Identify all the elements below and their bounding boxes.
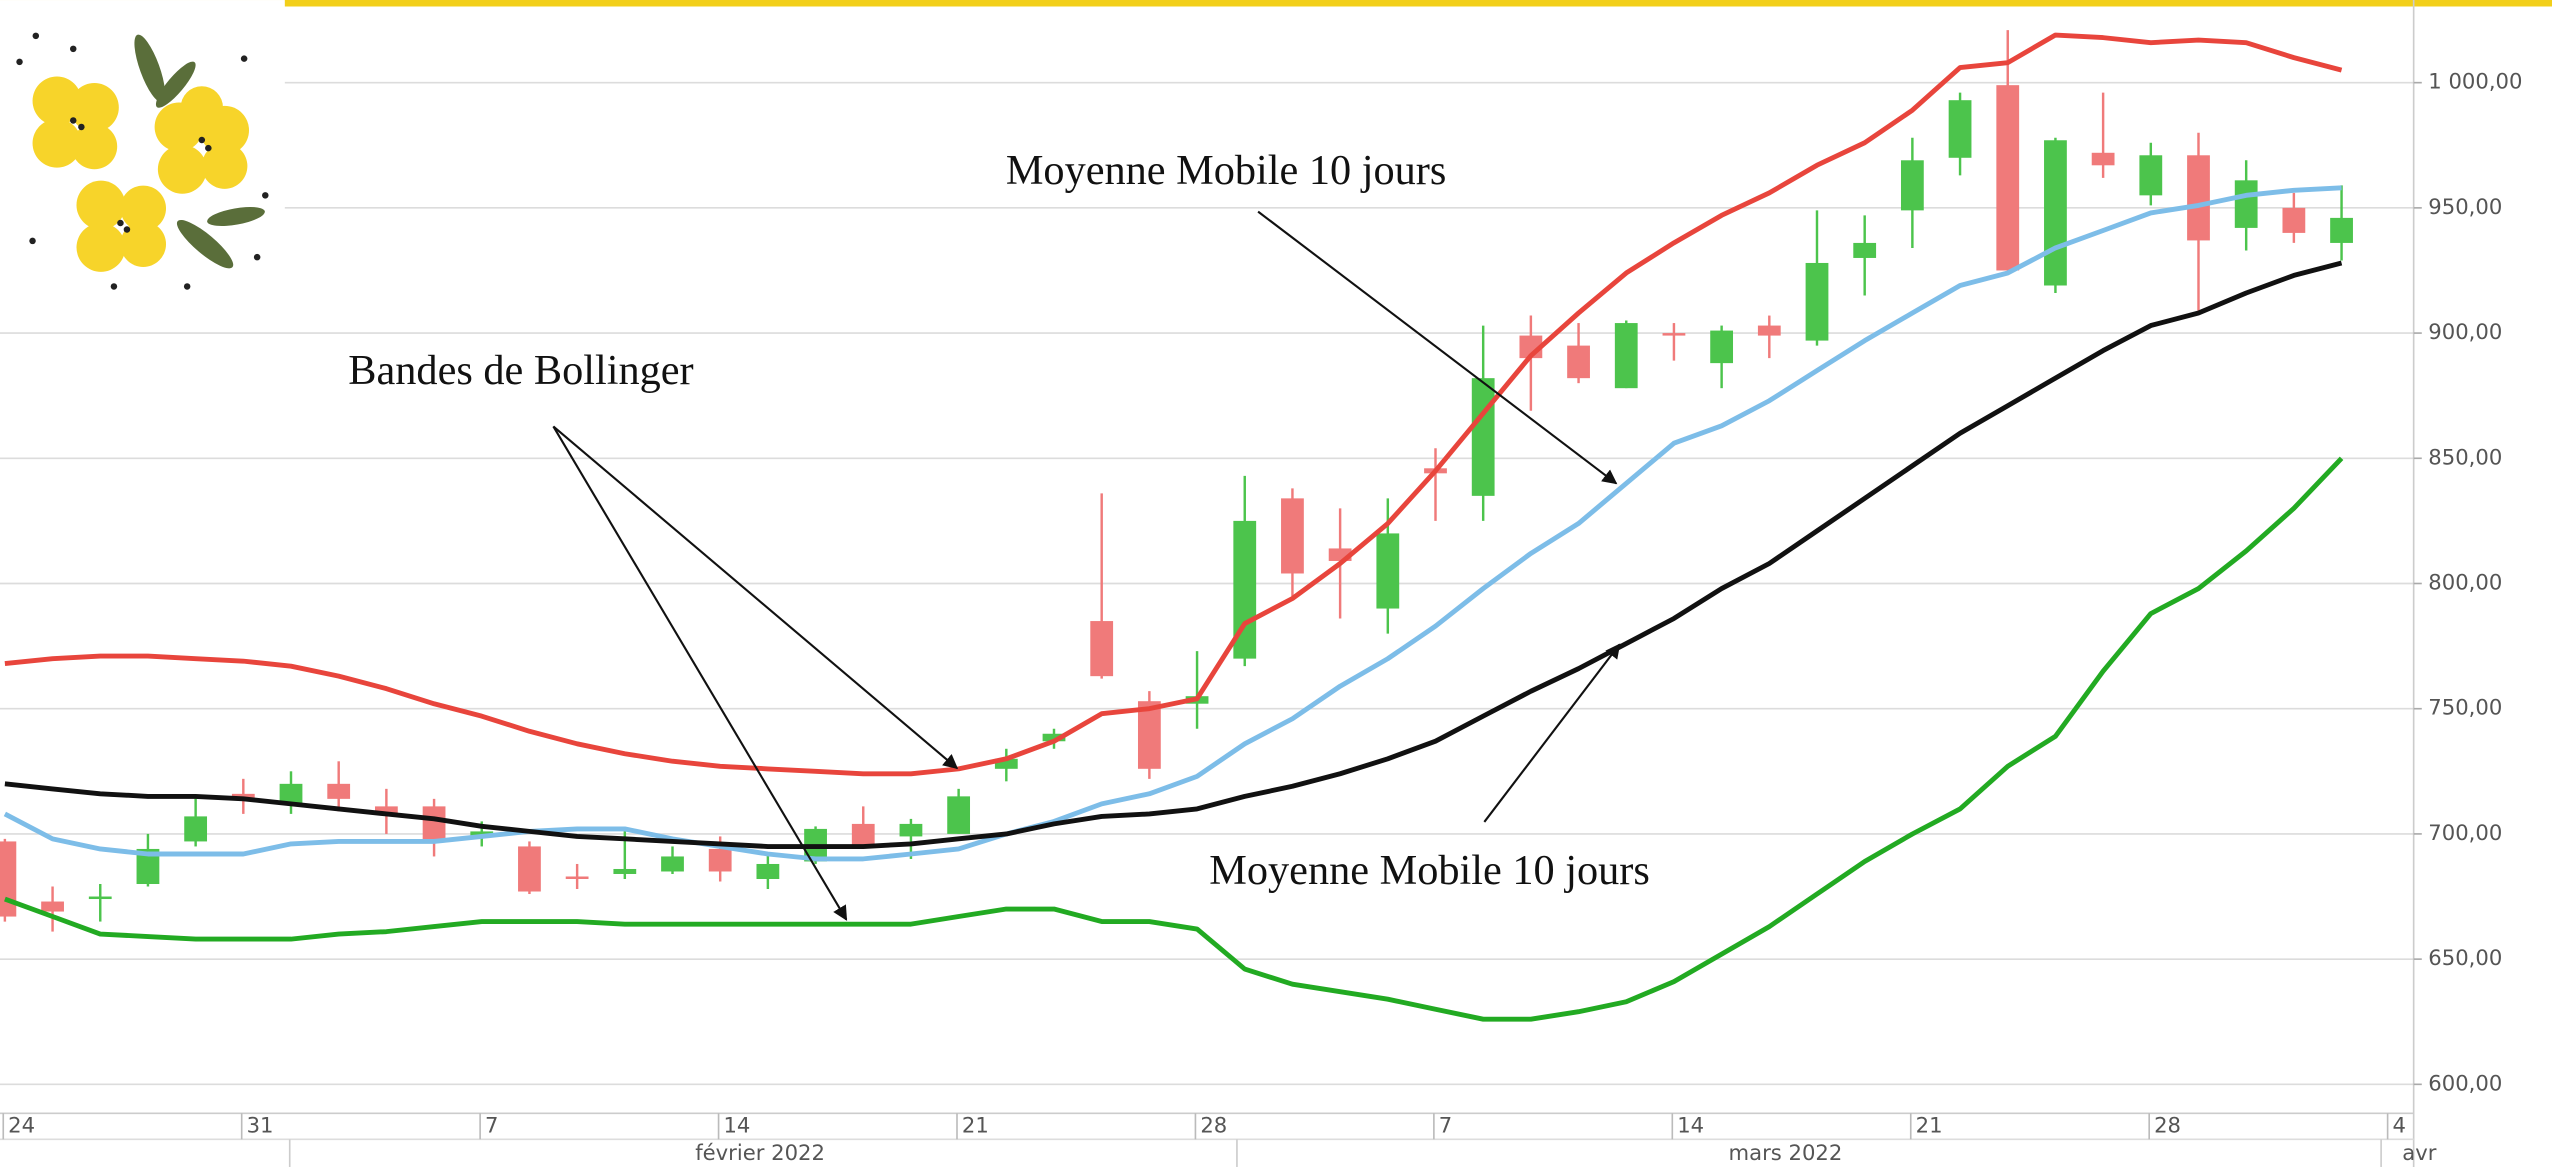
y-tick-label: 700,00 (2428, 820, 2502, 845)
candle-body (900, 824, 923, 837)
candle-body (1663, 333, 1686, 336)
annotation: Moyenne Mobile 10 jours (1006, 147, 1447, 194)
y-tick-label: 750,00 (2428, 695, 2502, 720)
chart: Moyenne Mobile 10 jours Bandes de Bollin… (0, 0, 2552, 1167)
candle-body (2139, 155, 2162, 195)
y-tick-label: 600,00 (2428, 1070, 2502, 1095)
candle-body (1806, 263, 1829, 341)
y-tick-label: 850,00 (2428, 444, 2502, 469)
y-tick-label: 650,00 (2428, 945, 2502, 970)
x-tick-label: 24 (8, 1112, 35, 1137)
candle-body (661, 856, 684, 871)
candle-body (947, 796, 970, 834)
annotation: Bandes de Bollinger (348, 347, 693, 394)
candle-body (1996, 85, 2019, 270)
candle-body (89, 897, 112, 900)
x-group-label: mars 2022 (1729, 1140, 1843, 1165)
x-tick-label: 28 (1200, 1112, 1227, 1137)
candle-body (1472, 378, 1495, 496)
candle-body (1758, 326, 1781, 336)
x-tick-label: 31 (247, 1112, 274, 1137)
x-tick-label: 21 (962, 1112, 989, 1137)
candle-body (566, 876, 589, 879)
candle-body (327, 784, 350, 799)
candle-body (709, 849, 732, 872)
candle-body (1710, 331, 1733, 364)
candle-body (2235, 180, 2258, 228)
x-group-label: avr (2402, 1140, 2436, 1165)
candle-body (756, 864, 779, 879)
annotation: Moyenne Mobile 10 jours (1209, 847, 1650, 894)
x-group-label: février 2022 (695, 1140, 825, 1165)
candle-body (2044, 140, 2067, 285)
flower-decoration (0, 0, 285, 301)
x-tick-label: 14 (723, 1112, 750, 1137)
candle-body (41, 902, 64, 912)
candle-body (1090, 621, 1113, 676)
x-tick-label: 14 (1677, 1112, 1704, 1137)
candle-body (1949, 100, 1972, 158)
x-tick-label: 7 (485, 1112, 498, 1137)
y-tick-label: 950,00 (2428, 194, 2502, 219)
candle-body (1376, 533, 1399, 608)
candle-body (2330, 218, 2353, 243)
candle-body (852, 824, 875, 847)
x-tick-label: 21 (1916, 1112, 1943, 1137)
candle-body (613, 869, 636, 874)
candle-body (2282, 208, 2305, 233)
candle-body (1901, 160, 1924, 210)
y-tick-label: 800,00 (2428, 570, 2502, 595)
candle-body (1567, 346, 1590, 379)
candle-body (1281, 498, 1304, 573)
candle-body (2092, 153, 2115, 166)
candle-body (1615, 323, 1638, 388)
x-tick-label: 7 (1439, 1112, 1452, 1137)
candle-body (1853, 243, 1876, 258)
candle-body (2187, 155, 2210, 240)
x-tick-label: 4 (2393, 1112, 2406, 1137)
y-tick-label: 1 000,00 (2428, 69, 2522, 94)
x-tick-label: 28 (2154, 1112, 2181, 1137)
candle-body (184, 816, 207, 841)
candle-body (423, 806, 446, 841)
candle-body (0, 841, 16, 916)
y-tick-label: 900,00 (2428, 319, 2502, 344)
candle-body (518, 846, 541, 891)
